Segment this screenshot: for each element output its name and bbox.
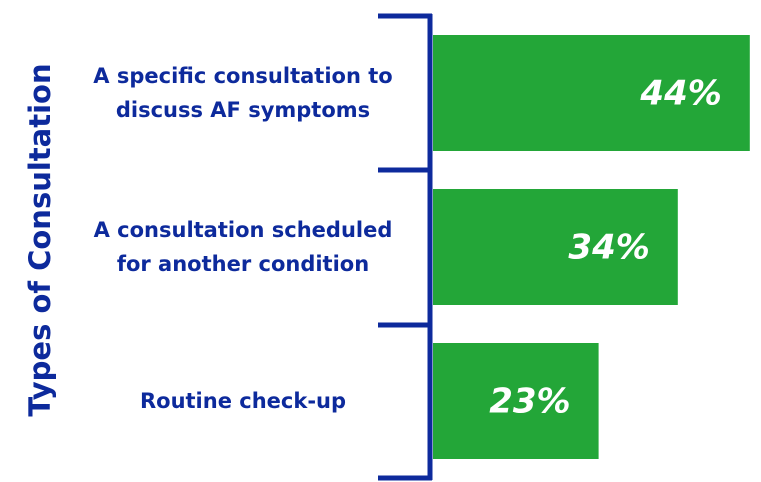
category-label: A specific consultation to discuss AF sy… bbox=[93, 64, 393, 122]
bar bbox=[433, 35, 750, 151]
bar bbox=[433, 343, 599, 459]
axis bbox=[378, 13, 433, 481]
category-label: A consultation scheduled for another con… bbox=[93, 218, 393, 276]
category-label: Routine check-up bbox=[139, 389, 347, 413]
value-label: 23% bbox=[489, 382, 570, 422]
value-label: 44% bbox=[639, 74, 721, 114]
value-label: 34% bbox=[568, 228, 649, 268]
bar bbox=[433, 189, 678, 305]
y-axis-label: Types of Consultation bbox=[23, 63, 57, 416]
